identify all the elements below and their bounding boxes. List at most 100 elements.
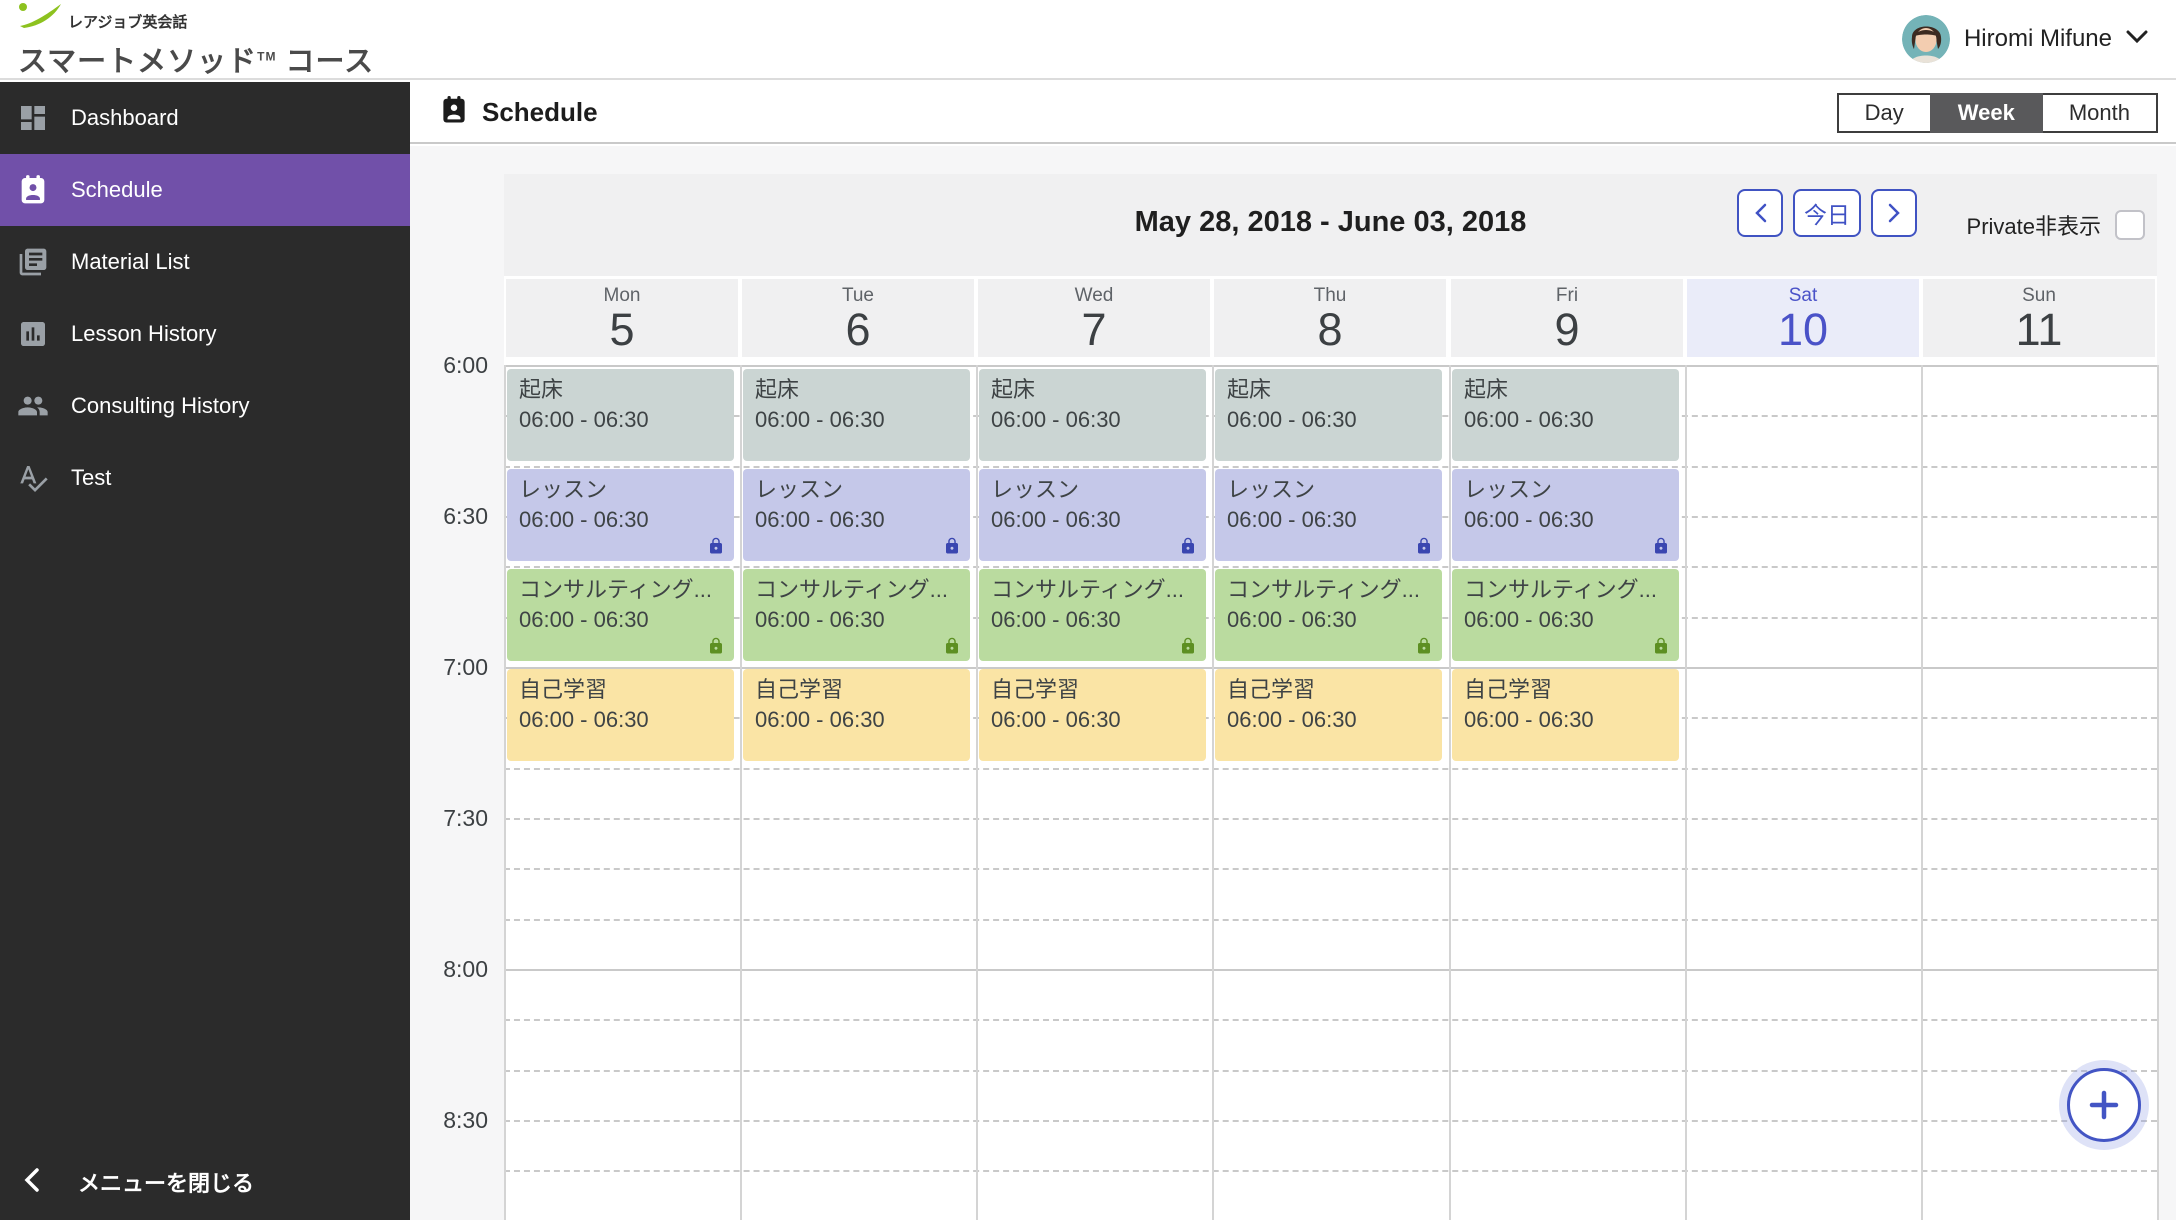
column-gridline: [740, 365, 742, 1220]
day-number: 11: [2015, 304, 2063, 355]
sidebar-item-label: Dashboard: [71, 105, 179, 130]
event-selfstudy-fri[interactable]: 自己学習 06:00 - 06:30: [1452, 669, 1679, 761]
brand-name: レアジョブ英会話: [68, 14, 188, 31]
calendar-card: May 28, 2018 - June 03, 2018 今日 Private非…: [504, 174, 2159, 1220]
event-title: 起床: [1227, 377, 1272, 402]
event-title: レッスン: [755, 477, 844, 502]
page-title-bar: Schedule Day Week Month: [410, 82, 2176, 144]
event-title: コンサルティング...: [519, 577, 713, 602]
event-lesson-tue[interactable]: レッスン 06:00 - 06:30: [743, 469, 970, 561]
event-time: 06:00 - 06:30: [755, 507, 885, 532]
time-label-600: 6:00: [443, 352, 488, 378]
day-name: Sat: [1788, 285, 1818, 306]
add-event-button[interactable]: [2067, 1068, 2141, 1142]
column-gridline: [1449, 365, 1451, 1220]
event-wake-tue[interactable]: 起床 06:00 - 06:30: [743, 369, 970, 461]
event-title: コンサルティング...: [1464, 577, 1658, 602]
event-wake-wed[interactable]: 起床 06:00 - 06:30: [979, 369, 1206, 461]
gridline: [504, 768, 2157, 770]
event-time: 06:00 - 06:30: [519, 507, 649, 532]
today-button[interactable]: 今日: [1793, 189, 1861, 237]
day-number: 5: [609, 304, 635, 355]
day-header-thu: Thu 8: [1214, 279, 1446, 357]
column-gridline: [2157, 365, 2159, 1220]
event-title: レッスン: [1227, 477, 1316, 502]
event-wake-thu[interactable]: 起床 06:00 - 06:30: [1215, 369, 1442, 461]
sidebar-item-lesson-history[interactable]: Lesson History: [0, 298, 410, 370]
week-grid[interactable]: 起床 06:00 - 06:30 レッスン 06:00 - 06:30 コンサルティング…: [504, 365, 2159, 1220]
day-header-sat: Sat 10: [1687, 279, 1919, 357]
event-time: 06:00 - 06:30: [519, 607, 649, 632]
event-title: 起床: [755, 377, 800, 402]
event-selfstudy-tue[interactable]: 自己学習 06:00 - 06:30: [743, 669, 970, 761]
time-label-630: 6:30: [443, 503, 488, 529]
day-number: 9: [1554, 304, 1580, 355]
event-time: 06:00 - 06:30: [1464, 407, 1594, 432]
sidebar-item-label: Test: [71, 465, 112, 490]
view-tab-month[interactable]: Month: [2040, 93, 2158, 133]
sidebar-item-schedule[interactable]: Schedule: [0, 154, 410, 226]
day-name: Mon: [603, 285, 641, 306]
user-name: Hiromi Mifune: [1963, 25, 2112, 52]
prev-week-button[interactable]: [1737, 189, 1783, 237]
calendar-user-icon: [17, 174, 49, 206]
date-range-title: May 28, 2018 - June 03, 2018: [1134, 206, 1527, 238]
day-header-mon: Mon 5: [506, 279, 738, 357]
next-week-button[interactable]: [1871, 189, 1917, 237]
column-gridline: [1685, 365, 1687, 1220]
course-title: スマートメソッドTM コース: [18, 46, 375, 78]
event-consulting-thu[interactable]: コンサルティング... 06:00 - 06:30: [1215, 569, 1442, 661]
event-wake-mon[interactable]: 起床 06:00 - 06:30: [507, 369, 734, 461]
event-selfstudy-wed[interactable]: 自己学習 06:00 - 06:30: [979, 669, 1206, 761]
private-checkbox[interactable]: [2115, 210, 2145, 240]
sidebar-item-material-list[interactable]: Material List: [0, 226, 410, 298]
event-lesson-wed[interactable]: レッスン 06:00 - 06:30: [979, 469, 1206, 561]
event-title: 起床: [991, 377, 1036, 402]
view-tab-day[interactable]: Day: [1836, 93, 1932, 133]
event-lesson-thu[interactable]: レッスン 06:00 - 06:30: [1215, 469, 1442, 561]
event-lesson-fri[interactable]: レッスン 06:00 - 06:30: [1452, 469, 1679, 561]
event-consulting-wed[interactable]: コンサルティング... 06:00 - 06:30: [979, 569, 1206, 661]
user-menu[interactable]: Hiromi Mifune: [1901, 15, 2148, 63]
day-header-row: Mon 5 Tue 6 Wed 7 Thu 8 Fri 9 Sat 10 Sun 11: [504, 279, 2157, 357]
user-avatar: [1901, 15, 1950, 63]
time-label-700: 7:00: [443, 654, 488, 680]
sidebar: Dashboard Schedule Material List Lesson His…: [0, 82, 410, 1220]
gridline: [504, 1019, 2157, 1021]
chevron-left-icon: [24, 1167, 40, 1197]
event-time: 06:00 - 06:30: [755, 607, 885, 632]
event-title: コンサルティング...: [1227, 577, 1421, 602]
event-selfstudy-mon[interactable]: 自己学習 06:00 - 06:30: [507, 669, 734, 761]
column-gridline: [1212, 365, 1214, 1220]
event-wake-fri[interactable]: 起床 06:00 - 06:30: [1452, 369, 1679, 461]
day-name: Tue: [841, 285, 875, 306]
event-consulting-fri[interactable]: コンサルティング... 06:00 - 06:30: [1452, 569, 1679, 661]
event-title: 自己学習: [755, 677, 844, 702]
event-consulting-mon[interactable]: コンサルティング... 06:00 - 06:30: [507, 569, 734, 661]
event-lesson-mon[interactable]: レッスン 06:00 - 06:30: [507, 469, 734, 561]
event-time: 06:00 - 06:30: [1464, 707, 1594, 732]
close-menu-button[interactable]: メニューを閉じる: [0, 1158, 410, 1206]
event-consulting-tue[interactable]: コンサルティング... 06:00 - 06:30: [743, 569, 970, 661]
gridline: [504, 919, 2157, 921]
gridline: [504, 1070, 2157, 1072]
sidebar-item-label: Consulting History: [71, 393, 250, 418]
bar-chart-icon: [17, 318, 49, 350]
view-tab-week[interactable]: Week: [1929, 93, 2043, 133]
day-header-tue: Tue 6: [742, 279, 974, 357]
close-menu-label: メニューを閉じる: [78, 1171, 255, 1196]
event-time: 06:00 - 06:30: [1227, 407, 1357, 432]
time-label-830: 8:30: [443, 1107, 488, 1133]
sidebar-item-consulting-history[interactable]: Consulting History: [0, 370, 410, 442]
day-number: 10: [1777, 304, 1829, 355]
time-label-730: 7:30: [443, 805, 488, 831]
sidebar-item-dashboard[interactable]: Dashboard: [0, 82, 410, 154]
event-selfstudy-thu[interactable]: 自己学習 06:00 - 06:30: [1215, 669, 1442, 761]
hour-gridline: [504, 969, 2157, 971]
day-name: Thu: [1313, 285, 1347, 306]
sidebar-item-test[interactable]: Test: [0, 442, 410, 514]
calendar-user-icon: [439, 95, 469, 130]
event-time: 06:00 - 06:30: [755, 407, 885, 432]
event-time: 06:00 - 06:30: [1464, 607, 1594, 632]
